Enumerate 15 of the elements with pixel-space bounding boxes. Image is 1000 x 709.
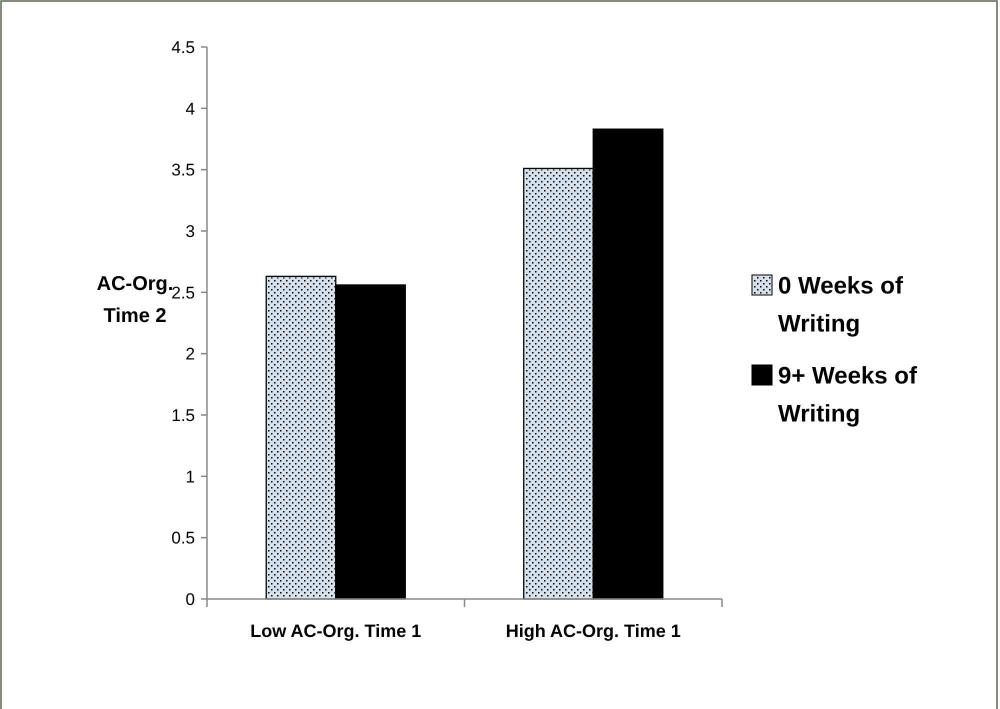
x-tick-label: High AC-Org. Time 1 — [506, 621, 681, 641]
y-tick-label: 0 — [186, 590, 195, 609]
y-tick-label: 4.5 — [171, 38, 195, 57]
legend-label: 0 Weeks of Writing — [778, 272, 904, 338]
y-tick-label: 1.5 — [171, 406, 195, 425]
y-tick-label: 3.5 — [171, 160, 195, 180]
y-axis-title: AC-Org. Time 2 — [96, 273, 174, 327]
y-tick-label: 2.5 — [171, 283, 195, 302]
y-tick-label: 1 — [186, 467, 195, 486]
y-tick-label: 3 — [186, 222, 195, 241]
x-tick-label: Low AC-Org. Time 1 — [250, 621, 422, 641]
legend-label: 9+ Weeks of Writing — [778, 362, 918, 428]
y-tick-label: 2 — [186, 344, 195, 364]
y-tick-label: 4 — [186, 99, 195, 118]
y-tick-label: 0.5 — [171, 528, 195, 548]
